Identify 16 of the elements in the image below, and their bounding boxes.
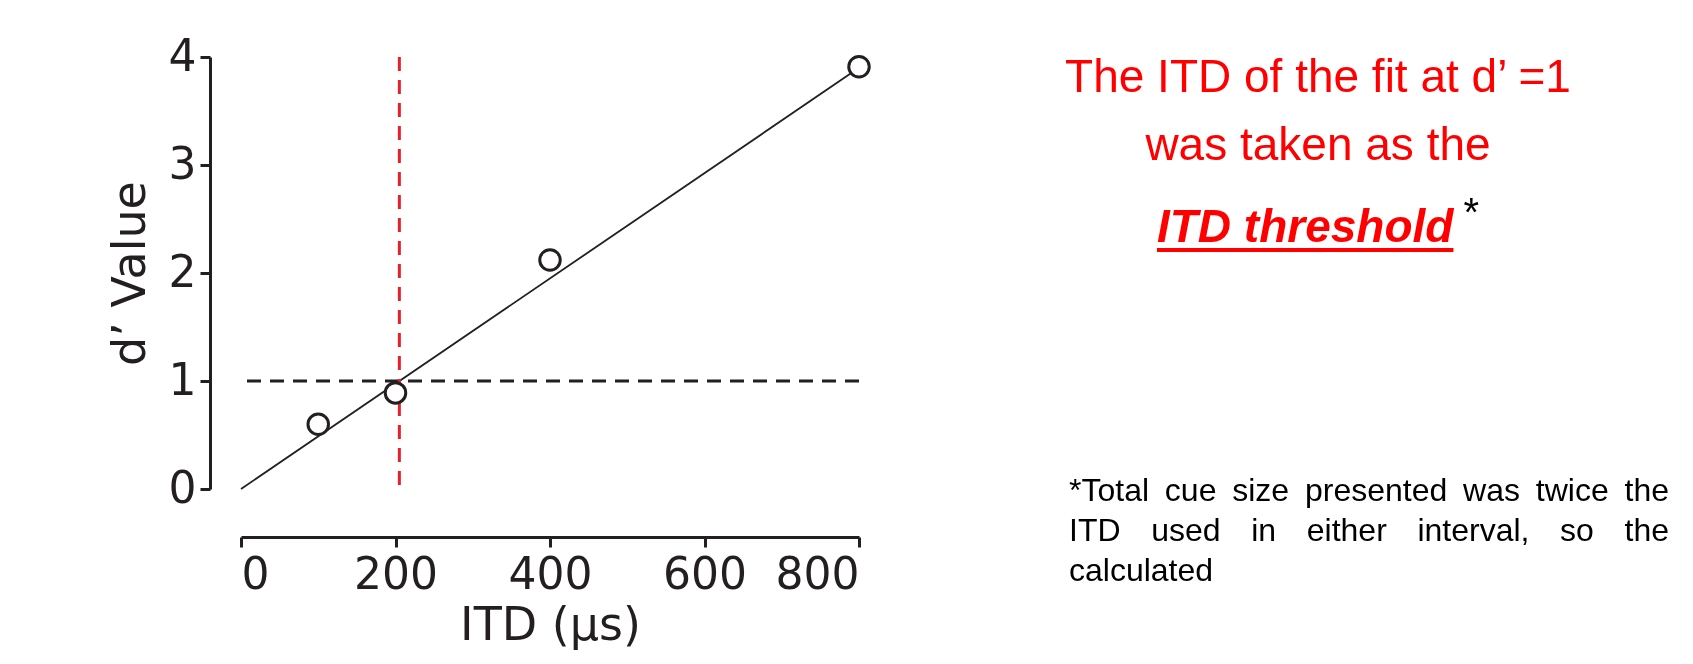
text: *Total cue size presented was twice the ITD used in either interval, so the calculated xyxy=(1069,471,1669,590)
x-tick-label: 600 xyxy=(663,547,747,599)
text: * xyxy=(1463,190,1480,234)
y-tick-label: 2 xyxy=(168,245,197,297)
x-tick-label: 400 xyxy=(508,547,593,599)
x-tick-label: 0 xyxy=(241,547,270,599)
y-tick-label: 1 xyxy=(168,353,197,405)
x-tick-label: 200 xyxy=(354,547,438,599)
text: ITD threshold xyxy=(1156,200,1454,253)
x-axis-title: ITD (μs) xyxy=(460,596,641,651)
text: The ITD of the fit at d’ =1 was taken as the xyxy=(1065,50,1571,170)
y-tick-label: 3 xyxy=(168,137,197,189)
y-tick-label: 4 xyxy=(168,29,197,81)
x-tick-label: 800 xyxy=(775,547,860,599)
y-axis-title: d’ Value xyxy=(101,181,156,366)
y-tick-label: 0 xyxy=(168,461,197,513)
